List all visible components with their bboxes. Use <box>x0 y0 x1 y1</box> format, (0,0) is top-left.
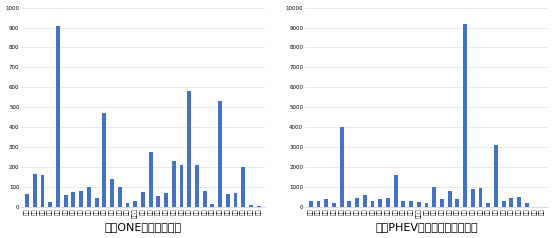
Bar <box>56 25 60 207</box>
Bar <box>455 199 459 207</box>
Bar <box>172 161 176 207</box>
Bar <box>417 202 420 207</box>
Bar <box>378 199 382 207</box>
Bar <box>448 191 452 207</box>
Bar <box>432 187 436 207</box>
X-axis label: 理想ONE销售区域分布: 理想ONE销售区域分布 <box>104 223 182 233</box>
Bar <box>394 175 398 207</box>
Bar <box>257 206 260 207</box>
Bar <box>332 203 336 207</box>
Bar <box>479 188 483 207</box>
Bar <box>141 192 145 207</box>
Bar <box>324 199 328 207</box>
Bar <box>48 202 52 207</box>
Bar <box>386 198 390 207</box>
Bar <box>440 199 444 207</box>
Bar <box>164 193 168 207</box>
Bar <box>211 204 214 207</box>
Bar <box>187 91 191 207</box>
Bar <box>510 198 514 207</box>
Bar <box>502 201 506 207</box>
Bar <box>517 197 521 207</box>
Bar <box>494 145 498 207</box>
Bar <box>355 198 359 207</box>
Bar <box>148 152 152 207</box>
Bar <box>126 203 130 207</box>
Bar <box>525 203 529 207</box>
Bar <box>179 165 183 207</box>
Bar <box>40 175 44 207</box>
Bar <box>226 194 230 207</box>
Bar <box>134 201 137 207</box>
Bar <box>347 201 351 207</box>
Bar <box>110 179 114 207</box>
Bar <box>102 113 106 207</box>
Bar <box>249 205 253 207</box>
Bar <box>218 101 222 207</box>
Bar <box>409 201 413 207</box>
Bar <box>363 195 367 207</box>
Bar <box>156 196 160 207</box>
Bar <box>79 191 83 207</box>
Bar <box>33 174 37 207</box>
Bar <box>340 127 343 207</box>
Bar <box>234 193 238 207</box>
X-axis label: 所有PHEV的市场销售区域分布: 所有PHEV的市场销售区域分布 <box>375 223 478 233</box>
Bar <box>25 194 29 207</box>
Bar <box>71 192 75 207</box>
Bar <box>242 167 245 207</box>
Bar <box>463 24 467 207</box>
Bar <box>64 195 68 207</box>
Bar <box>371 201 375 207</box>
Bar <box>95 198 99 207</box>
Bar <box>424 203 428 207</box>
Bar <box>118 187 122 207</box>
Bar <box>87 187 91 207</box>
Bar <box>203 191 207 207</box>
Bar <box>471 189 475 207</box>
Bar <box>316 201 320 207</box>
Bar <box>486 203 490 207</box>
Bar <box>309 201 312 207</box>
Bar <box>402 201 406 207</box>
Bar <box>195 165 199 207</box>
